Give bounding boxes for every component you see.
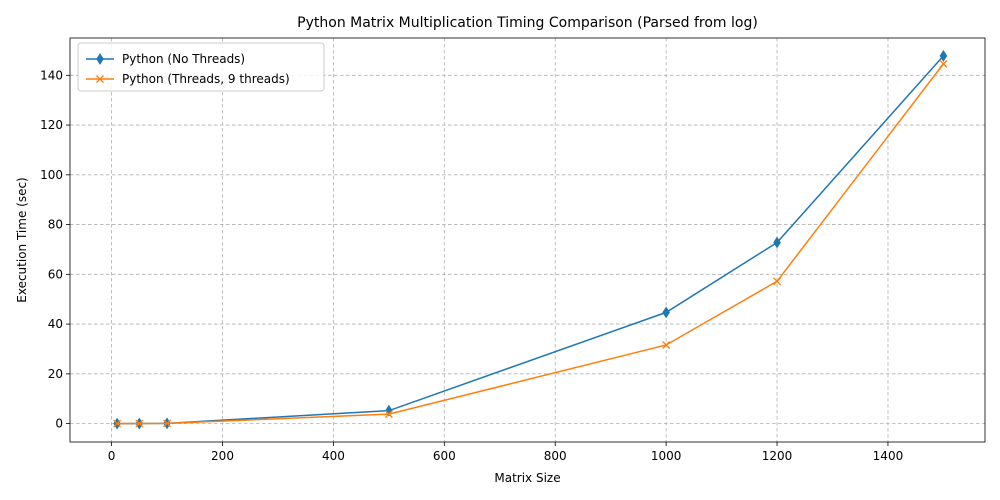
plot-area — [70, 38, 985, 442]
legend-marker — [96, 53, 104, 65]
plot-frame — [69, 37, 986, 443]
y-tick-label: 100 — [40, 168, 63, 182]
legend-box — [77, 42, 325, 92]
data-point — [939, 59, 948, 68]
y-tick-label: 20 — [48, 367, 63, 381]
data-point — [662, 341, 671, 349]
data-point — [163, 419, 172, 428]
x-tick-label: 200 — [211, 449, 234, 463]
x-marker-stroke — [662, 341, 671, 349]
legend-label: Python (No Threads) — [122, 52, 245, 66]
x-marker-stroke — [939, 59, 948, 68]
series-layer — [113, 49, 948, 430]
x-tick-label: 400 — [322, 449, 345, 463]
data-point — [939, 49, 948, 62]
data-point — [113, 419, 122, 428]
y-tick-label: 80 — [48, 218, 63, 232]
x-axis-label: Matrix Size — [494, 471, 560, 485]
data-point — [773, 277, 782, 286]
legend-marker — [96, 75, 104, 83]
x-marker-stroke — [113, 419, 122, 428]
x-marker-stroke — [163, 419, 172, 428]
chart-title: Python Matrix Multiplication Timing Comp… — [297, 15, 758, 31]
x-tick-label: 1200 — [762, 449, 793, 463]
legend-item: Python (Threads, 9 threads) — [86, 72, 290, 86]
legend-item: Python (No Threads) — [86, 52, 245, 66]
data-point — [773, 236, 781, 249]
y-tick-label: 40 — [48, 317, 63, 331]
x-tick-label: 800 — [544, 449, 567, 463]
series-2 — [113, 59, 948, 428]
x-marker-stroke — [384, 410, 393, 419]
legend: Python (No Threads) Python (Threads, 9 th… — [77, 42, 325, 92]
x-tick-label: 1000 — [651, 449, 682, 463]
y-tick-label: 60 — [48, 267, 63, 281]
x-tick-label: 600 — [433, 449, 456, 463]
x-tick-label: 0 — [108, 449, 116, 463]
y-axis-label: Execution Time (sec) — [15, 177, 29, 302]
x-marker-stroke — [773, 277, 782, 286]
data-point — [135, 419, 144, 428]
y-tick-label: 120 — [40, 118, 63, 132]
x-tick-label: 1400 — [873, 449, 904, 463]
y-tick-label: 140 — [40, 68, 63, 82]
data-point — [662, 306, 670, 319]
data-point — [384, 410, 393, 419]
x-marker-stroke — [96, 75, 104, 83]
x-marker-stroke — [135, 419, 144, 428]
ticks-layer: 0 200 400 600 800 1000 1200 1400 0 20 40 60 80 100 120… — [40, 68, 903, 463]
legend-label: Python (Threads, 9 threads) — [122, 72, 290, 86]
y-tick-label: 0 — [55, 417, 63, 431]
